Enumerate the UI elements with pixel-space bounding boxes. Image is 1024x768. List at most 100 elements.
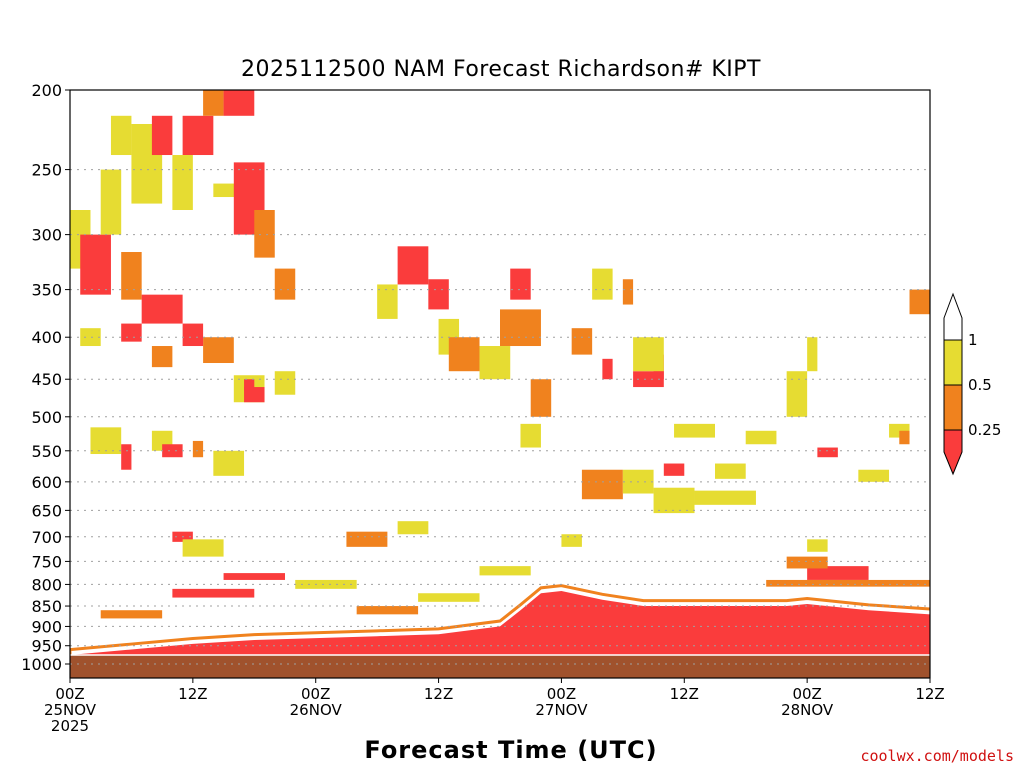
ri-cell: [766, 579, 930, 587]
ri-cell: [213, 450, 245, 476]
stable-layer-area: [70, 591, 930, 655]
ri-cell: [530, 379, 552, 417]
y-tick-label: 1000: [21, 655, 62, 674]
ri-cell: [899, 430, 910, 445]
y-tick-label: 700: [31, 528, 62, 547]
ri-cell: [397, 521, 429, 535]
ri-cell: [479, 566, 531, 576]
ri-cell: [715, 463, 746, 479]
colorbar-level-label: 0.5: [968, 376, 992, 394]
y-tick-label: 650: [31, 501, 62, 520]
ri-cell: [172, 588, 255, 598]
ri-cell: [141, 294, 183, 324]
ri-patches: [70, 90, 930, 619]
ri-cell: [448, 337, 480, 372]
ri-cell: [817, 447, 838, 458]
ri-cell: [428, 279, 449, 310]
x-tick-label: 00Z: [301, 685, 330, 703]
x-tick-label: 12Z: [915, 685, 944, 703]
ri-cell: [653, 487, 695, 514]
ri-cell: [80, 328, 101, 347]
y-tick-label: 750: [31, 552, 62, 571]
x-tick-label: 00Z: [55, 685, 84, 703]
ri-cell: [674, 423, 715, 438]
ri-cell: [244, 387, 265, 403]
ri-cell: [121, 323, 142, 342]
colorbar-level-label: 1: [968, 331, 978, 349]
ri-cell: [807, 337, 818, 372]
y-tick-label: 800: [31, 575, 62, 594]
y-tick-label: 850: [31, 597, 62, 616]
x-tick-label: 28NOV: [781, 701, 834, 719]
source-credit: coolwx.com/models: [860, 747, 1014, 765]
ri-cell: [745, 430, 777, 445]
ri-cell: [121, 252, 142, 300]
ri-cell: [295, 579, 357, 589]
ri-cell: [182, 539, 224, 557]
ri-cell: [602, 358, 613, 380]
ri-cell: [100, 610, 163, 619]
y-tick-label: 300: [31, 226, 62, 245]
colorbar-bin-gt-1: [943, 292, 963, 341]
x-tick-label: 12Z: [670, 685, 699, 703]
ri-cell: [622, 279, 634, 305]
x-tick-label: 25NOV: [44, 701, 97, 719]
colorbar-bin-05-1: [943, 339, 963, 386]
ri-cell: [520, 423, 541, 448]
ri-cell: [223, 573, 285, 580]
plot-area: [69, 89, 931, 679]
ri-cell: [356, 606, 419, 615]
x-tick-label: 12Z: [178, 685, 207, 703]
ri-cell: [561, 534, 582, 547]
ri-cell: [203, 337, 234, 364]
y-tick-label: 200: [31, 81, 62, 100]
x-tick-label: 2025: [51, 717, 89, 735]
ri-cell: [223, 90, 255, 116]
y-tick-label: 500: [31, 408, 62, 427]
y-tick-label: 900: [31, 617, 62, 636]
ri-cell: [203, 90, 224, 116]
y-tick-label: 350: [31, 281, 62, 300]
y-tick-label: 400: [31, 328, 62, 347]
ri-cell: [192, 440, 204, 458]
ri-cell: [786, 556, 828, 569]
ri-cell: [346, 531, 388, 547]
ri-cell: [418, 593, 480, 602]
y-tick-label: 600: [31, 473, 62, 492]
ri-cell: [581, 469, 623, 500]
ri-cell: [274, 371, 296, 395]
ri-cell: [694, 490, 756, 505]
ri-cell: [479, 346, 511, 380]
ground-area: [70, 654, 930, 678]
x-tick-label: 00Z: [547, 685, 576, 703]
x-tick-label: 00Z: [792, 685, 821, 703]
y-tick-label: 450: [31, 370, 62, 389]
stable-layer-fringe: [70, 584, 930, 655]
ri-cell: [100, 169, 122, 235]
y-tick-label: 550: [31, 442, 62, 461]
ri-cell: [182, 115, 214, 156]
ri-cell: [110, 115, 132, 156]
ri-cell: [397, 246, 429, 285]
colorbar-level-label: 0.25: [968, 421, 1001, 439]
x-tick-label: 27NOV: [535, 701, 588, 719]
ri-cell: [909, 289, 930, 315]
ri-cell: [254, 210, 275, 258]
ri-cell: [663, 463, 685, 476]
x-tick-label: 12Z: [424, 685, 453, 703]
y-tick-label: 250: [31, 161, 62, 180]
ri-cell: [151, 115, 173, 156]
boundary-layer: [70, 584, 930, 678]
colorbar-bin-025-05: [943, 384, 963, 431]
ri-cell: [633, 337, 664, 372]
x-tick-label: 26NOV: [290, 701, 343, 719]
plot-frame: [69, 89, 931, 679]
ri-cell: [592, 268, 613, 300]
ri-cell: [172, 155, 193, 211]
ri-cell: [510, 268, 531, 300]
ri-cell: [90, 427, 122, 455]
ri-cell: [151, 346, 173, 368]
